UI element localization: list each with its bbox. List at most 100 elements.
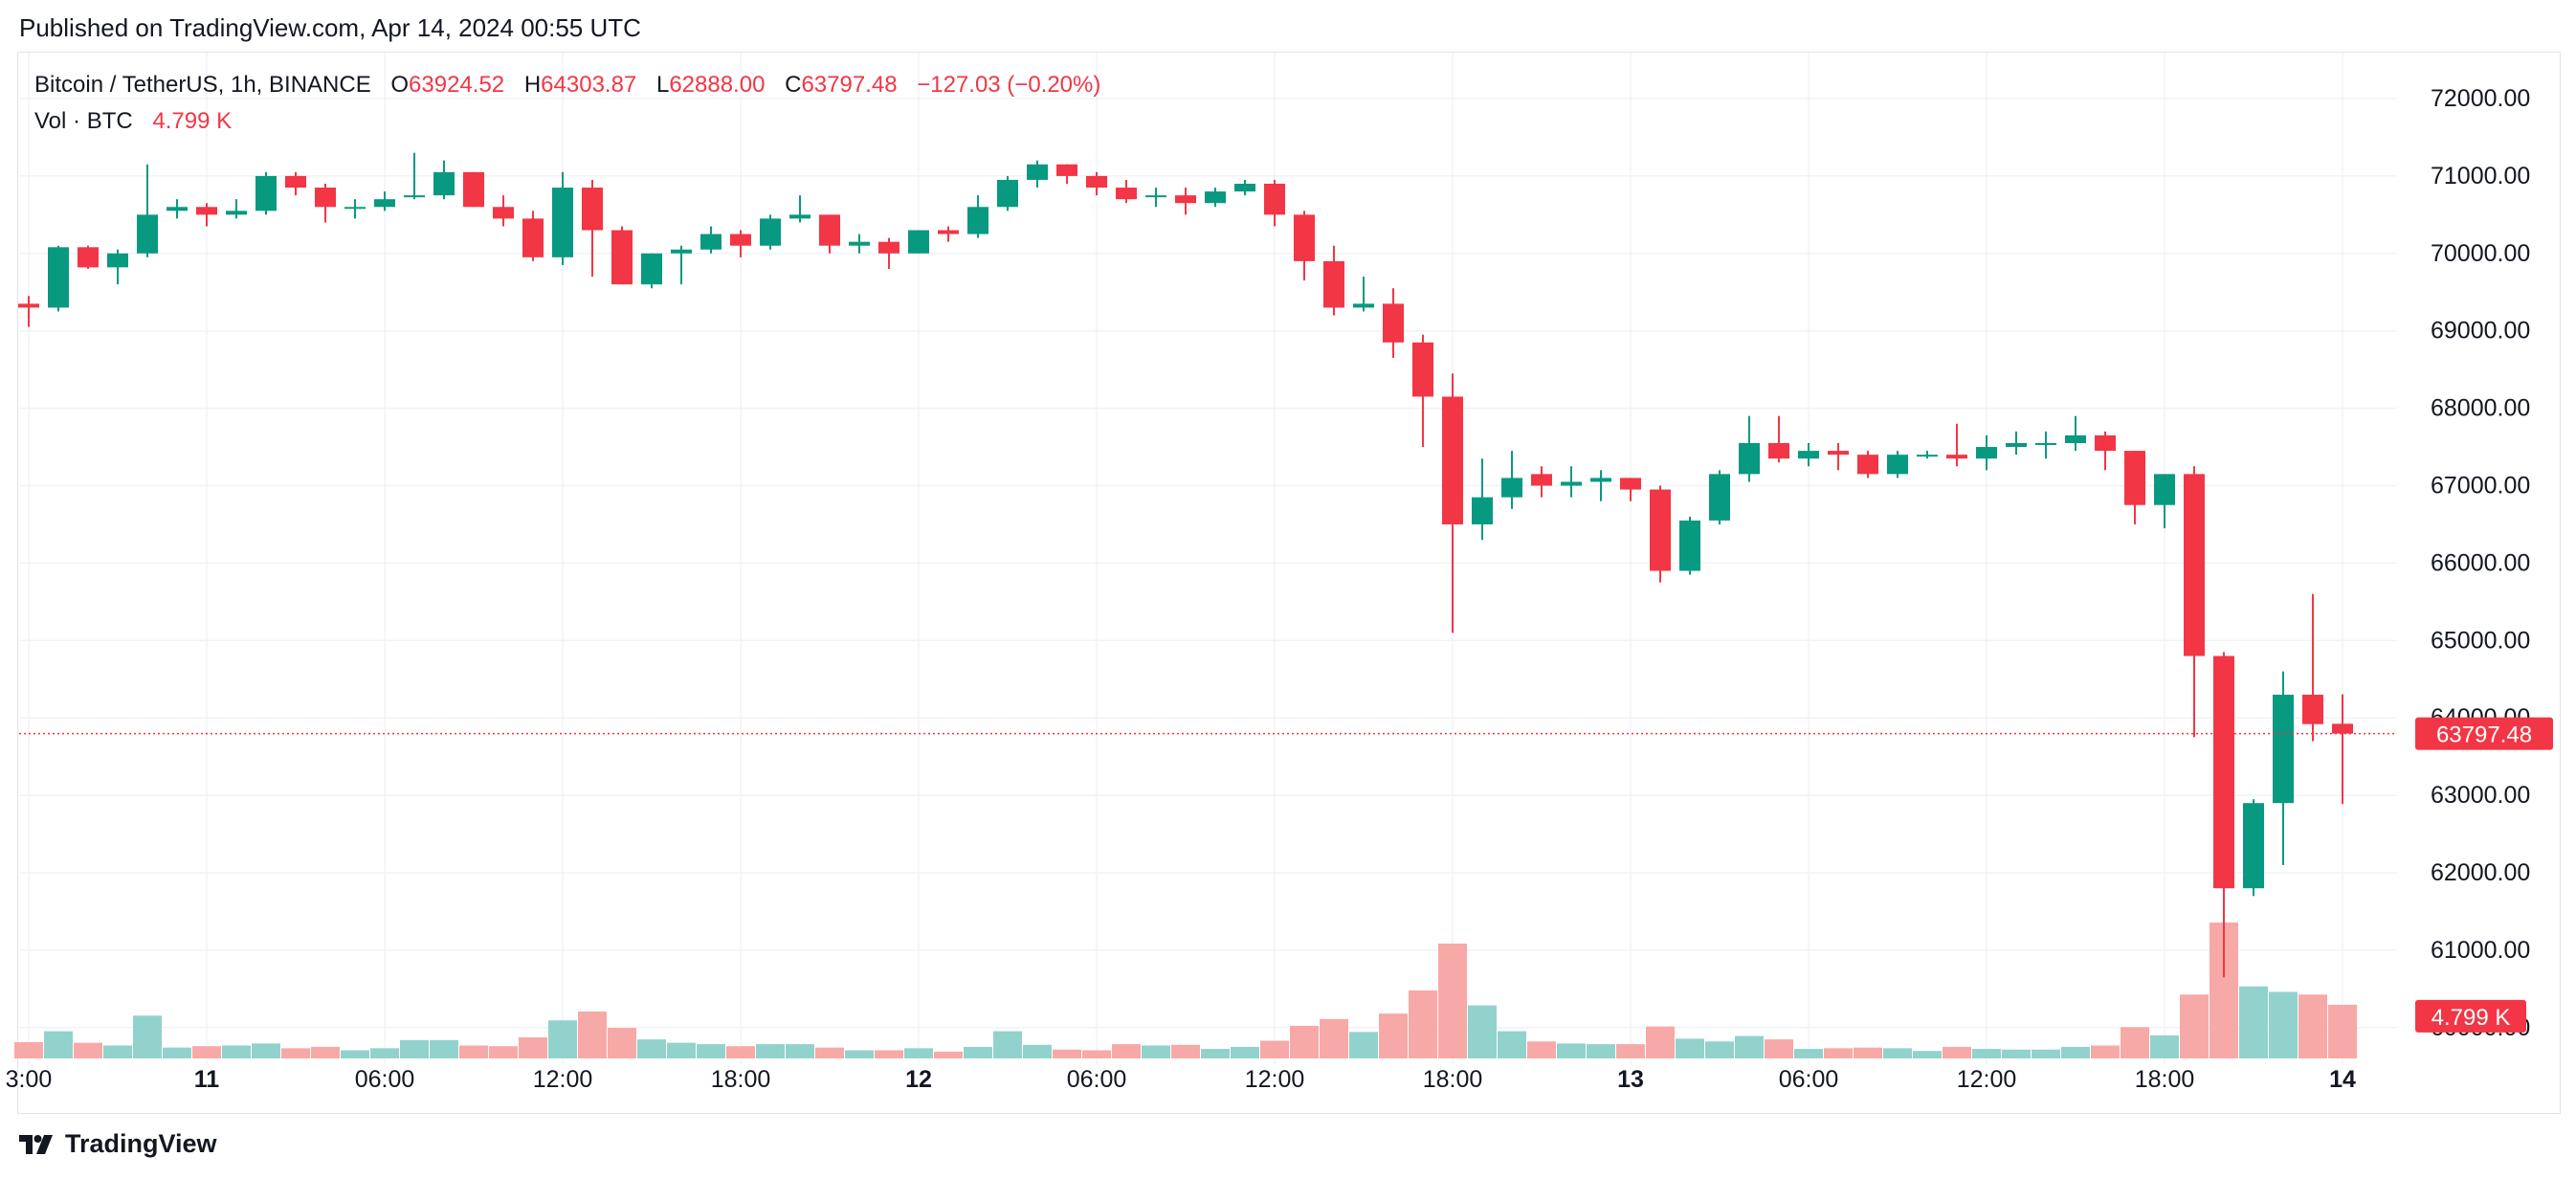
- candle: [315, 183, 336, 223]
- chart-frame[interactable]: [17, 52, 2561, 1114]
- candle: [997, 175, 1018, 211]
- volume-bar: [1765, 1039, 1793, 1058]
- candle-body: [493, 207, 514, 219]
- candle-body: [1798, 451, 1819, 459]
- candle: [1264, 179, 1285, 227]
- candle: [226, 199, 247, 219]
- low-value: 62888.00: [669, 72, 766, 98]
- volume-bar: [875, 1050, 903, 1058]
- candle-body: [2095, 434, 2116, 452]
- volume-bar: [1320, 1018, 1348, 1058]
- candle: [908, 230, 929, 254]
- candle-body: [1205, 191, 1226, 204]
- price-tick-label: 69000.00: [2431, 318, 2530, 345]
- volume-bar: [1616, 1044, 1645, 1058]
- candle-body: [1264, 183, 1285, 215]
- volume-bar: [341, 1050, 369, 1058]
- volume-bar: [548, 1020, 577, 1058]
- time-tick-label: 12:00: [1245, 1066, 1305, 1093]
- volume-bar: [1527, 1041, 1556, 1058]
- candle-body: [1590, 478, 1611, 482]
- volume-bar: [489, 1046, 518, 1058]
- candle: [167, 199, 188, 219]
- candle: [2154, 474, 2175, 528]
- volume-bar: [2328, 1004, 2357, 1058]
- candle: [582, 179, 603, 278]
- close-label: C: [785, 72, 802, 98]
- candle: [493, 195, 514, 227]
- candle: [789, 195, 811, 223]
- candle-body: [1946, 455, 1967, 459]
- candle-body: [1857, 455, 1878, 475]
- volume-bar: [1379, 1013, 1408, 1058]
- volume-bar: [163, 1047, 191, 1058]
- candle-body: [1709, 474, 1730, 521]
- volume-bar: [1646, 1026, 1675, 1058]
- candle: [1145, 188, 1166, 208]
- candle-body: [2213, 656, 2234, 889]
- candle-body: [908, 230, 929, 254]
- price-badge-label: 63797.48: [2436, 723, 2532, 748]
- candle-body: [1323, 260, 1344, 308]
- candle-body: [1620, 478, 1641, 490]
- candle: [1234, 179, 1255, 196]
- candle-body: [1768, 443, 1789, 459]
- low-label: L: [655, 72, 670, 98]
- volume-bar: [726, 1046, 755, 1058]
- time-tick-label: 13: [1617, 1066, 1644, 1093]
- volume-bar: [281, 1048, 310, 1058]
- volume-bar: [786, 1044, 814, 1058]
- candle-body: [107, 253, 128, 268]
- volume-bar: [1587, 1044, 1615, 1058]
- candle-body: [1531, 474, 1552, 486]
- candle-body: [2184, 474, 2205, 656]
- candle: [878, 237, 899, 269]
- volume-bar: [637, 1039, 666, 1058]
- time-tick-label: 18:00: [711, 1066, 771, 1093]
- candle: [1561, 466, 1582, 498]
- volume-bar: [2180, 994, 2209, 1058]
- candle-body: [641, 253, 662, 285]
- time-tick-label: 12:00: [1957, 1066, 2017, 1093]
- volume-bar: [608, 1028, 636, 1058]
- candle: [1175, 188, 1196, 215]
- candle: [1383, 288, 1404, 359]
- candle-body: [137, 214, 158, 254]
- candle-body: [1412, 342, 1433, 397]
- volume-bar: [2269, 991, 2298, 1058]
- volume-bar: [222, 1045, 251, 1058]
- candle: [374, 191, 395, 211]
- volume-bar: [993, 1031, 1022, 1058]
- candle: [819, 214, 840, 254]
- price-tick-label: 67000.00: [2431, 473, 2530, 500]
- candle-body: [789, 214, 811, 219]
- volume-label[interactable]: Vol · BTC: [34, 108, 133, 134]
- candle: [404, 152, 425, 200]
- symbol-title[interactable]: Bitcoin / TetherUS, 1h, BINANCE: [34, 72, 371, 98]
- volume-bar: [845, 1050, 874, 1058]
- open-value: 63924.52: [409, 72, 505, 98]
- volume-bar: [697, 1044, 725, 1058]
- candle: [107, 249, 128, 285]
- price-tick-label: 62000.00: [2431, 859, 2530, 886]
- candle-body: [967, 207, 988, 234]
- candle-body: [167, 207, 188, 211]
- candle: [641, 253, 662, 289]
- candle: [1116, 179, 1137, 204]
- candle: [938, 226, 959, 242]
- volume-bar: [1824, 1048, 1853, 1058]
- candle-body: [700, 234, 722, 250]
- candle-body: [18, 303, 39, 308]
- close-value: 63797.48: [801, 72, 898, 98]
- candles: [18, 152, 2353, 978]
- candle-body: [2332, 723, 2353, 734]
- open-label: O: [390, 72, 410, 98]
- candle: [522, 211, 544, 261]
- candle: [137, 164, 158, 257]
- volume-bar: [904, 1048, 933, 1058]
- volume-badge: 4.799 K: [2415, 999, 2526, 1033]
- time-axis: 3:00 11 06:00 12:00 18:00 12 06:00 12:00 18:00 13…: [6, 1066, 2356, 1093]
- tradingview-logo[interactable]: TradingView: [19, 1129, 217, 1159]
- candle-body: [1739, 443, 1760, 475]
